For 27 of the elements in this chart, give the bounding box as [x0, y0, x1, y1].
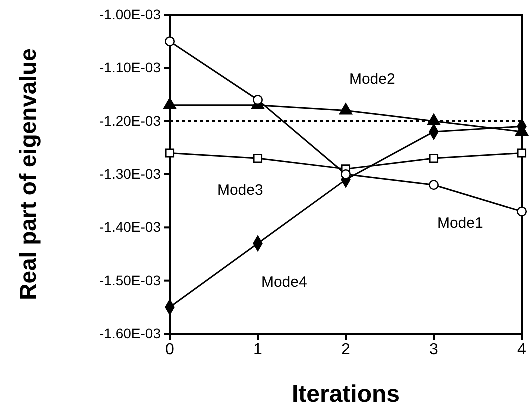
point	[252, 95, 264, 106]
point	[253, 154, 263, 164]
point	[429, 154, 439, 164]
x-tick-label: 4	[518, 341, 527, 358]
y-tick-label: -1.10E-03	[100, 60, 162, 76]
point	[516, 206, 528, 217]
series-label: Mode4	[261, 274, 308, 291]
point	[165, 148, 175, 158]
series-label: Mode1	[437, 214, 484, 232]
series-label: Mode2	[349, 70, 396, 88]
point	[428, 180, 440, 190]
y-tick-label: -1.30E-03	[100, 166, 162, 182]
x-tick-label: 2	[342, 341, 351, 358]
series-label: Mode3	[217, 182, 264, 199]
point	[164, 36, 176, 47]
x-axis-title: Iterations	[292, 381, 400, 408]
y-axis-title: Real part of eigenvalue	[15, 48, 41, 300]
point	[517, 148, 527, 158]
y-tick-label: -1.40E-03	[100, 219, 162, 236]
y-tick-label: -1.20E-03	[100, 112, 162, 129]
x-tick-label: 1	[254, 341, 263, 358]
y-tick-label: -1.00E-03	[100, 6, 162, 22]
x-tick-label: 0	[166, 341, 175, 358]
y-tick-label: -1.60E-03	[100, 325, 162, 342]
point	[340, 169, 352, 180]
y-tick-label: -1.50E-03	[100, 272, 162, 288]
x-tick-label: 3	[430, 341, 439, 358]
